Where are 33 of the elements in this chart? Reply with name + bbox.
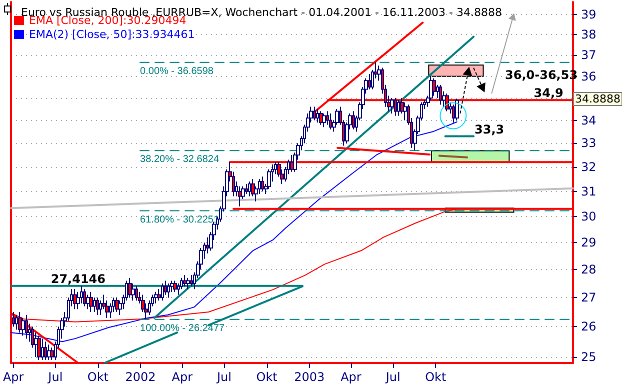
legend-label: EMA(2) [Close, 50]:33.934461 bbox=[29, 28, 195, 41]
series-label: 100.00% - 26.2477 bbox=[140, 322, 225, 334]
y-tick-label: 33 bbox=[581, 136, 596, 150]
annotation: 33,3 bbox=[474, 122, 504, 136]
y-tick-label: 37 bbox=[581, 48, 596, 62]
y-tick-label: 38 bbox=[581, 28, 596, 42]
x-tick-label: 2002 bbox=[125, 370, 156, 384]
annotation: 34,9 bbox=[534, 86, 564, 100]
y-tick-label: 30 bbox=[581, 210, 596, 224]
x-tick-label: Okt bbox=[256, 370, 278, 384]
x-tick-label: Jul bbox=[216, 370, 232, 384]
y-tick-label: 36 bbox=[581, 69, 596, 84]
y-tick-label: 27 bbox=[581, 290, 596, 305]
y-tick-label: 31 bbox=[581, 184, 596, 198]
x-tick-label: Jul bbox=[384, 370, 400, 384]
y-tick-label: 26 bbox=[581, 320, 596, 334]
x-tick-label: 2003 bbox=[294, 370, 325, 384]
y-tick-label: 25 bbox=[581, 350, 596, 364]
y-tick-label: 34 bbox=[581, 113, 596, 128]
x-tick-label: Okt bbox=[425, 370, 446, 384]
x-tick-label: Apr bbox=[340, 370, 362, 384]
series-label: 0.00% - 36.6598 bbox=[140, 66, 214, 77]
y-tick-label: 28 bbox=[581, 262, 596, 277]
y-tick-label: 39 bbox=[581, 8, 596, 22]
series-label: 38.20% - 32.6824 bbox=[140, 154, 220, 166]
x-tick-label: Apr bbox=[2, 370, 24, 384]
x-tick-label: Apr bbox=[172, 370, 193, 384]
x-tick-label: Jul bbox=[47, 370, 63, 384]
text: 34.8888 bbox=[575, 92, 620, 106]
annotation: 27,4146 bbox=[50, 272, 106, 286]
x-tick-label: Okt bbox=[87, 370, 109, 384]
y-tick-label: 32 bbox=[581, 160, 596, 174]
y-tick-label: 29 bbox=[581, 236, 596, 250]
